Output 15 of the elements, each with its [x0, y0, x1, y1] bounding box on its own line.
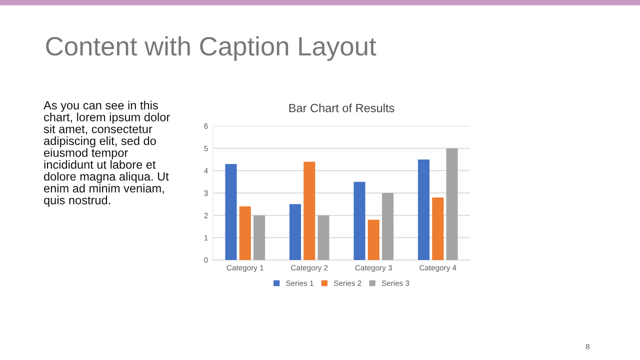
text: Content with Caption Layout — [46, 36, 376, 61]
bar — [446, 148, 458, 260]
bar — [318, 215, 330, 260]
bar — [239, 206, 251, 260]
bar — [432, 197, 444, 260]
bar — [354, 182, 366, 260]
bar — [289, 204, 302, 260]
bar — [225, 164, 237, 260]
bar — [368, 220, 380, 260]
bar — [418, 160, 430, 260]
bar — [304, 162, 316, 260]
chart-title: Bar Chart of Results — [289, 104, 394, 112]
text: As you can see in this chart, lorem ipsum dolor sit amet, consectetur adipiscing elit, sed do eiusmod tempor incididunt ut labore et dolore magna aliqua. Ut enim ad minim veniam, quis nostrud. — [44, 100, 170, 207]
bar — [382, 193, 394, 260]
bar — [253, 215, 266, 260]
